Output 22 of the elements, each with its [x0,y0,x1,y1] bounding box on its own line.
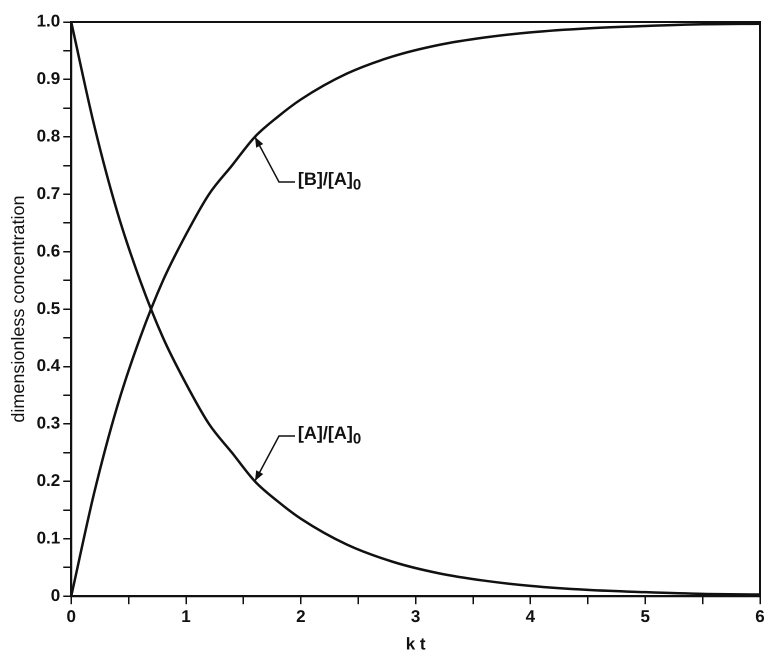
y-axis-title: dimensionless concentration [8,196,28,423]
y-tick-label: 0.7 [36,184,60,203]
text: [B]/[A]$_{0}$ [298,168,362,194]
x-tick-label: 3 [410,607,420,626]
x-axis-title: k t [406,634,426,654]
y-tick-label: 0.4 [36,356,61,376]
x-tick-label: 0 [66,607,76,626]
y-tick-label: 0.6 [36,241,60,260]
x-tick-label: 4 [526,607,536,626]
text: [A]/[A]$_{0}$ [298,423,362,448]
y-tick-label: 0.5 [36,298,60,318]
y-tick-label: 1.0 [36,12,60,31]
y-tick-label: 0.2 [36,471,60,490]
x-tick-label: 5 [640,607,650,626]
x-tick-label: 6 [755,607,765,626]
y-tick-label: 0.3 [36,414,60,433]
x-tick-label: 1 [181,607,191,626]
y-tick-label: 0.9 [36,69,60,88]
y-tick-label: 0.8 [36,126,60,146]
x-tick-label: 2 [296,607,306,626]
y-tick-label: 0.1 [36,528,60,548]
y-tick-label: 0 [50,586,60,605]
